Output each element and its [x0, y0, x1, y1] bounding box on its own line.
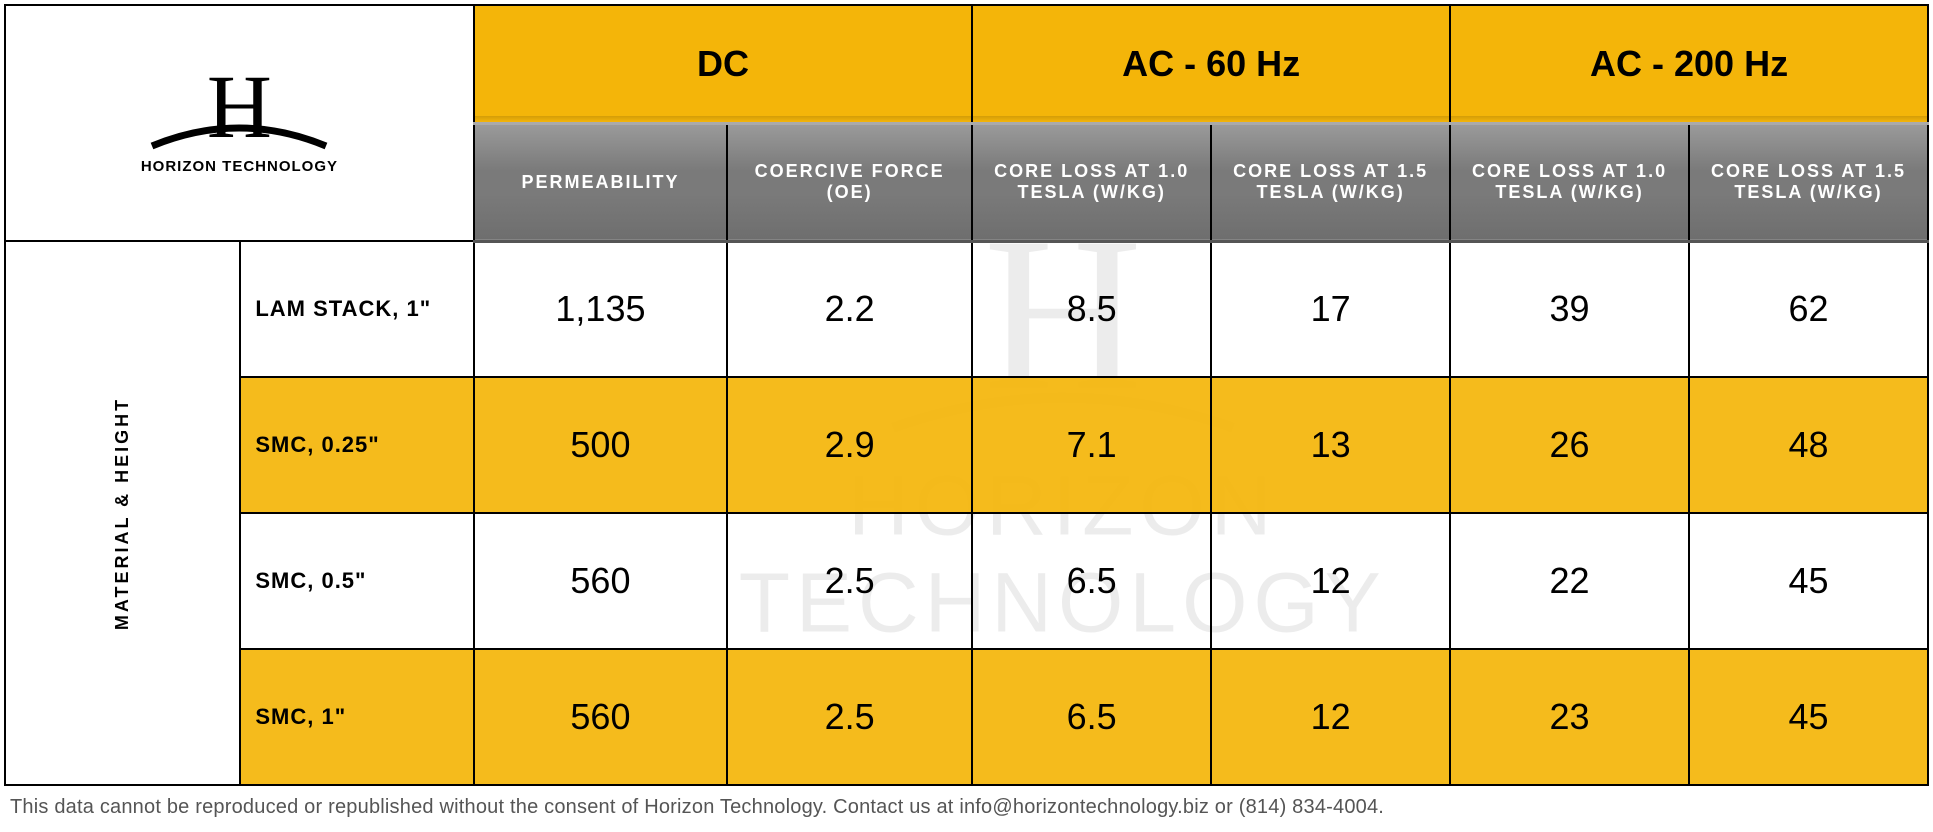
sub-head-3: CORE LOSS AT 1.5 TESLA (W/KG) — [1211, 123, 1450, 241]
group-head-dc: DC — [474, 5, 972, 123]
brand-name: HORIZON TECHNOLOGY — [6, 158, 473, 175]
row-label: SMC, 0.25" — [240, 377, 474, 513]
group-head-ac200: AC - 200 Hz — [1450, 5, 1928, 123]
logo-cell: H HORIZON TECHNOLOGY — [5, 5, 474, 241]
row-label: SMC, 1" — [240, 649, 474, 785]
data-cell: 17 — [1211, 241, 1450, 377]
data-cell: 13 — [1211, 377, 1450, 513]
data-cell: 2.5 — [727, 649, 972, 785]
data-cell: 7.1 — [972, 377, 1211, 513]
table-row: SMC, 0.25" 500 2.9 7.1 13 26 48 — [5, 377, 1928, 513]
sub-head-5: CORE LOSS AT 1.5 TESLA (W/KG) — [1689, 123, 1928, 241]
row-label: LAM STACK, 1" — [240, 241, 474, 377]
materials-table: H HORIZON TECHNOLOGY DC AC - 60 Hz AC - … — [4, 4, 1929, 786]
sub-head-4: CORE LOSS AT 1.0 TESLA (W/KG) — [1450, 123, 1689, 241]
data-cell: 500 — [474, 377, 727, 513]
data-cell: 45 — [1689, 649, 1928, 785]
table-row: SMC, 0.5" 560 2.5 6.5 12 22 45 — [5, 513, 1928, 649]
data-cell: 12 — [1211, 649, 1450, 785]
table-container: H HORIZON TECHNOLOGY H HORIZON TECHNOLOG… — [4, 4, 1929, 786]
logo-icon: H — [144, 72, 334, 156]
data-cell: 45 — [1689, 513, 1928, 649]
data-cell: 22 — [1450, 513, 1689, 649]
data-cell: 2.2 — [727, 241, 972, 377]
footnote: This data cannot be reproduced or republ… — [4, 786, 1929, 823]
sub-head-1: COERCIVE FORCE (OE) — [727, 123, 972, 241]
table-row: MATERIAL & HEIGHT LAM STACK, 1" 1,135 2.… — [5, 241, 1928, 377]
data-cell: 12 — [1211, 513, 1450, 649]
data-cell: 26 — [1450, 377, 1689, 513]
data-cell: 1,135 — [474, 241, 727, 377]
data-cell: 62 — [1689, 241, 1928, 377]
data-cell: 23 — [1450, 649, 1689, 785]
data-cell: 2.5 — [727, 513, 972, 649]
data-cell: 6.5 — [972, 649, 1211, 785]
group-head-ac60: AC - 60 Hz — [972, 5, 1450, 123]
data-cell: 39 — [1450, 241, 1689, 377]
header-row-groups: H HORIZON TECHNOLOGY DC AC - 60 Hz AC - … — [5, 5, 1928, 123]
data-cell: 6.5 — [972, 513, 1211, 649]
data-cell: 560 — [474, 513, 727, 649]
side-label: MATERIAL & HEIGHT — [112, 396, 133, 629]
data-cell: 48 — [1689, 377, 1928, 513]
side-label-cell: MATERIAL & HEIGHT — [5, 241, 240, 785]
data-cell: 560 — [474, 649, 727, 785]
data-cell: 2.9 — [727, 377, 972, 513]
sub-head-2: CORE LOSS AT 1.0 TESLA (W/KG) — [972, 123, 1211, 241]
sub-head-0: PERMEABILITY — [474, 123, 727, 241]
data-cell: 8.5 — [972, 241, 1211, 377]
table-row: SMC, 1" 560 2.5 6.5 12 23 45 — [5, 649, 1928, 785]
row-label: SMC, 0.5" — [240, 513, 474, 649]
